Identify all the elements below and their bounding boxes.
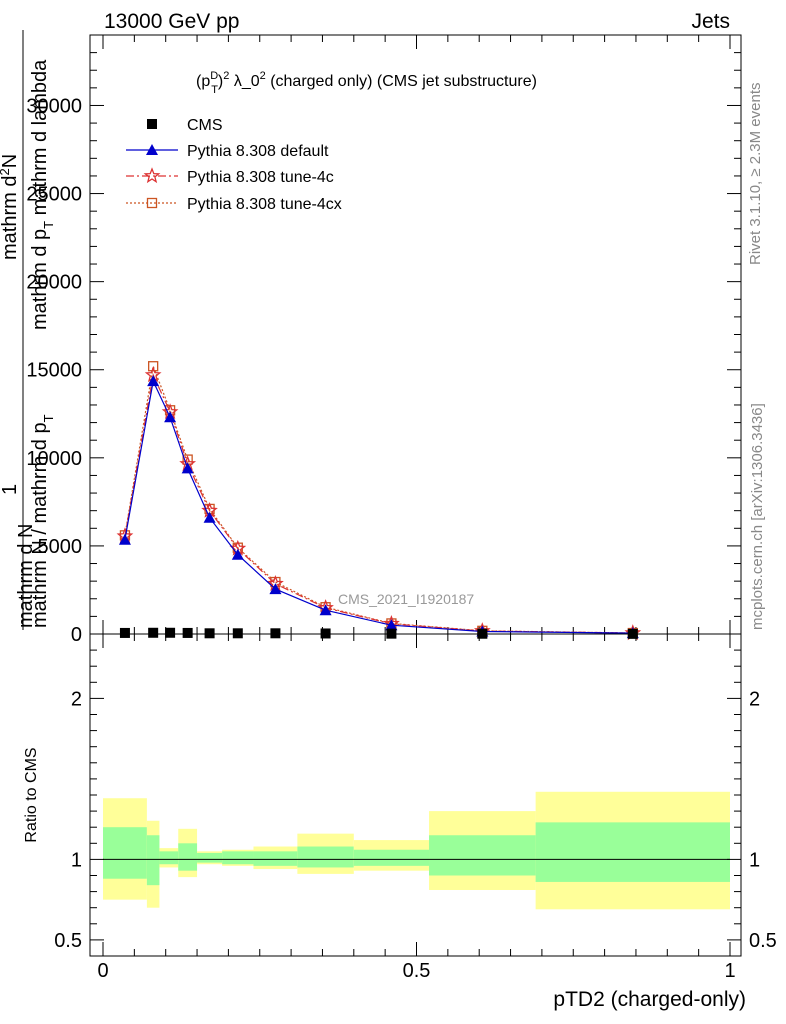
process-label: Jets xyxy=(691,10,730,33)
main-ytick-label: 30000 xyxy=(26,95,82,117)
ratio-ytick-label-right: 2 xyxy=(749,688,760,710)
series-point xyxy=(270,628,281,639)
series-point xyxy=(182,627,193,638)
ratio-ytick-label-right: 0.5 xyxy=(749,930,777,952)
svg-text:mathrm d pT mathrm d lambda: mathrm d pT mathrm d lambda xyxy=(29,59,56,330)
ratio-band-inner xyxy=(297,846,354,868)
series-point xyxy=(232,628,243,639)
series-line xyxy=(124,372,633,634)
legend-marker xyxy=(146,197,158,209)
main-series-group xyxy=(116,361,642,641)
legend-label: Pythia 8.308 tune-4cx xyxy=(187,196,342,213)
main-ytick-label: 25000 xyxy=(26,184,82,206)
main-title: (pD T)2 λ_02 (charged only) (CMS jet subs… xyxy=(196,70,537,96)
ratio-ylabel: Ratio to CMS xyxy=(23,747,40,842)
main-ytick-label: 15000 xyxy=(26,360,82,382)
energy-label: 13000 GeV pp xyxy=(104,10,239,33)
legend-entry: Pythia 8.308 default xyxy=(126,143,329,160)
main-ytick-label: 5000 xyxy=(38,536,83,558)
series-point xyxy=(164,411,177,423)
legend-entry: Pythia 8.308 tune-4c xyxy=(126,167,334,186)
series-point xyxy=(119,627,130,638)
legend-entry: CMS xyxy=(147,117,223,134)
series-point xyxy=(203,511,216,523)
series-point xyxy=(147,375,160,387)
series-point xyxy=(319,604,332,616)
ratio-ytick-label: 2 xyxy=(71,688,82,710)
analysis-label: CMS_2021_I1920187 xyxy=(338,591,474,607)
svg-text:mathrm N / mathrm d pT: mathrm N / mathrm d pT xyxy=(29,414,56,628)
main-ytick-label: 20000 xyxy=(26,272,82,294)
legend-marker xyxy=(147,119,157,129)
series-point xyxy=(385,619,398,631)
legend-entry: Pythia 8.308 tune-4cx xyxy=(126,196,342,213)
series-point xyxy=(320,628,331,639)
series-point xyxy=(231,548,244,560)
ratio-bands xyxy=(103,791,730,910)
series-cms xyxy=(119,627,638,639)
xaxis-label: pTD2 (charged-only) xyxy=(553,988,746,1011)
svg-text:1: 1 xyxy=(0,484,21,495)
legend-label: CMS xyxy=(187,117,223,134)
ratio-xtick-label: 0 xyxy=(97,960,108,982)
ratio-band-inner xyxy=(353,849,430,866)
main-ytick-label: 10000 xyxy=(26,448,82,470)
series-point xyxy=(148,627,159,638)
rivet-label: Rivet 3.1.10, ≥ 2.3M events xyxy=(747,83,764,266)
series-point xyxy=(204,628,215,639)
mcplots-label: mcplots.cern.ch [arXiv:1306.3436] xyxy=(749,403,766,630)
ratio-yaxis: 0.5 0.5 1 1 2 2 xyxy=(54,649,777,952)
svg-text:mathrm d N: mathrm d N xyxy=(15,524,37,628)
legend-marker xyxy=(143,167,161,184)
svg-text:mathrm d2N: mathrm d2N xyxy=(0,154,21,260)
ratio-band-inner xyxy=(222,851,254,865)
ratio-band-inner xyxy=(253,851,298,866)
series-point xyxy=(181,462,194,474)
series-point xyxy=(165,627,176,638)
legend-marker xyxy=(146,144,158,155)
ratio-xtick-label: 0.5 xyxy=(403,960,431,982)
series-point xyxy=(148,361,159,372)
main-yaxis: 0 5000 10000 15000 20000 25000 30000 xyxy=(26,52,741,646)
series-point xyxy=(118,533,131,545)
ratio-ytick-label: 0.5 xyxy=(54,930,82,952)
main-ytick-label: 0 xyxy=(71,624,82,646)
series-point xyxy=(269,583,282,595)
ratio-xaxis: 0 0.5 1 xyxy=(97,634,736,982)
ratio-band-inner xyxy=(197,852,223,863)
ratio-band-inner xyxy=(103,827,147,879)
main-ylabel: 1 mathrm d2N mathrm d pT mathrm d lambda… xyxy=(0,30,56,630)
ratio-band-inner xyxy=(159,851,179,865)
ratio-band-inner xyxy=(178,843,198,871)
ratio-band-inner xyxy=(146,835,160,886)
ratio-band-inner xyxy=(429,835,536,876)
legend-label: Pythia 8.308 default xyxy=(187,143,329,160)
legend-label: Pythia 8.308 tune-4c xyxy=(187,169,334,186)
ratio-ytick-label-right: 1 xyxy=(749,849,760,871)
legend: CMS Pythia 8.308 default Pythia 8.308 tune… xyxy=(126,117,342,213)
ratio-band-inner xyxy=(535,822,730,882)
ratio-ytick-label: 1 xyxy=(71,849,82,871)
ratio-xtick-label: 1 xyxy=(724,960,735,982)
